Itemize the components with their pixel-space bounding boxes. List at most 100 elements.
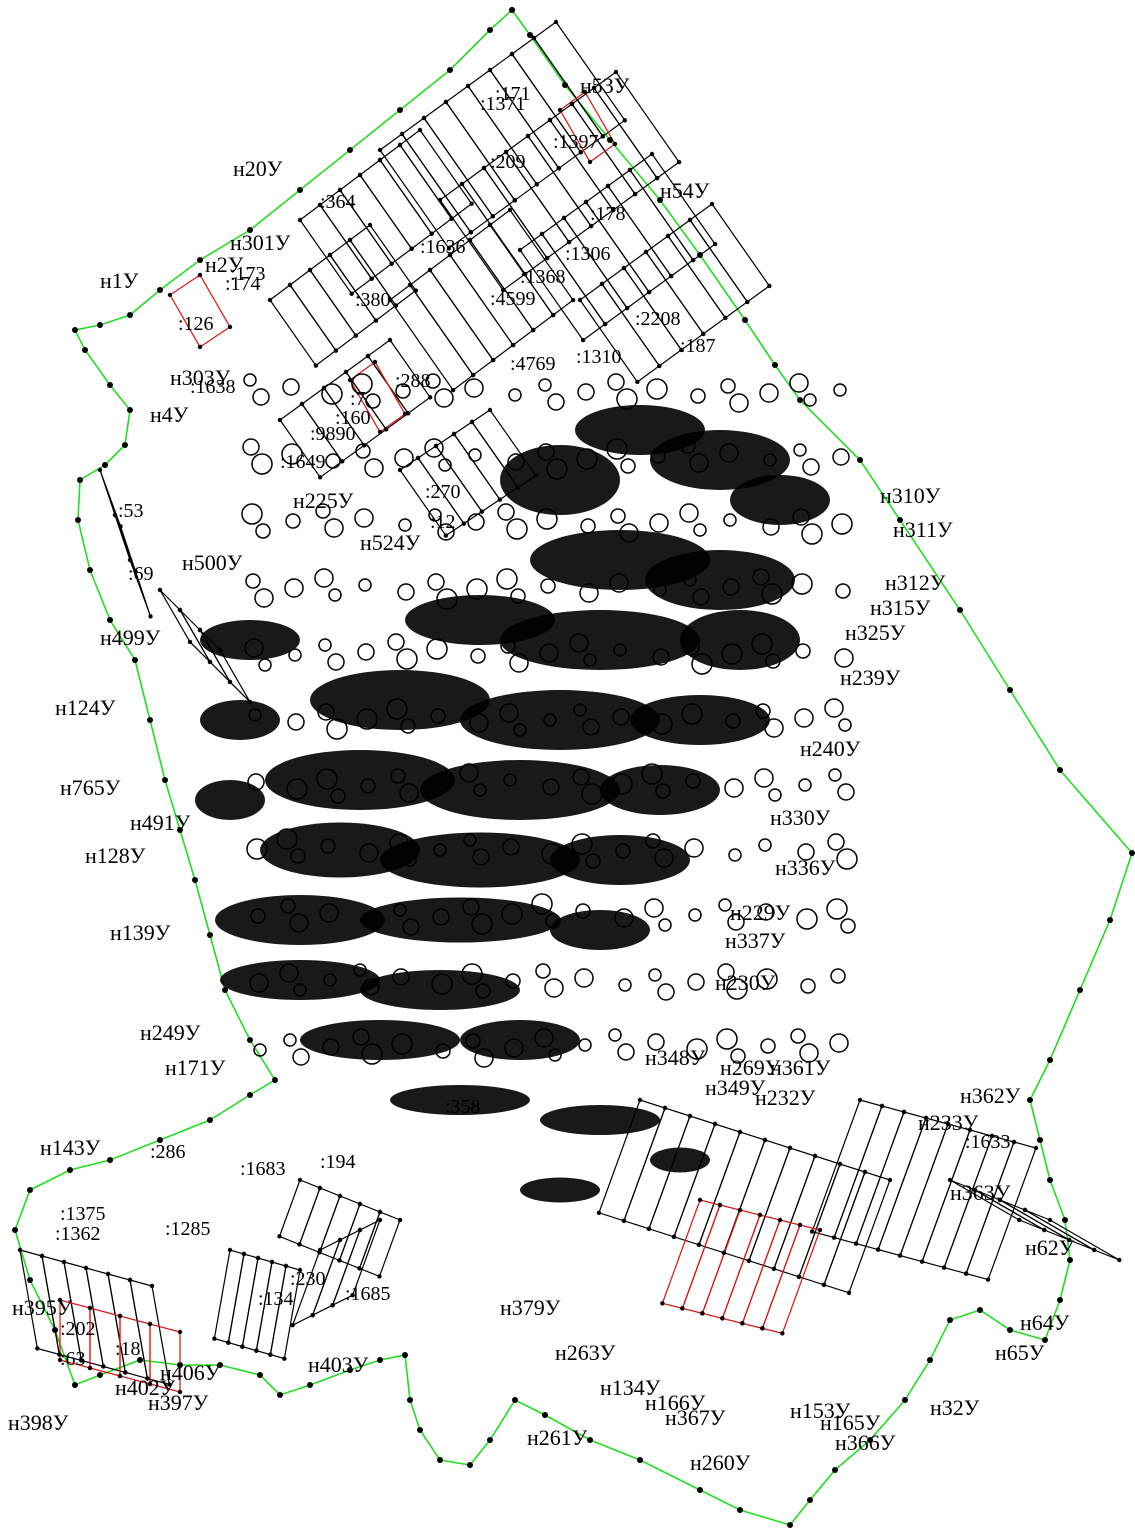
- parcel-label: :1638: [190, 376, 236, 398]
- point-marker: [534, 1028, 554, 1048]
- point-marker: [435, 1043, 451, 1059]
- parcel-label: н139У: [110, 920, 171, 945]
- parcel-point: [539, 231, 545, 237]
- point-marker: [392, 968, 410, 986]
- point-marker: [539, 643, 559, 663]
- point-marker: [827, 833, 845, 851]
- parcel-point: [247, 699, 253, 705]
- boundary-point: [437, 1457, 443, 1463]
- parcel-label: н153У: [790, 1398, 851, 1423]
- parcel-point: [490, 214, 496, 219]
- point-marker: [365, 393, 381, 409]
- parcel-point: [697, 1197, 703, 1203]
- point-marker: [287, 713, 305, 731]
- point-marker: [513, 723, 527, 737]
- boundary-point: [27, 1187, 33, 1193]
- parcel-label: :178: [590, 203, 626, 225]
- parcel-point: [690, 257, 696, 263]
- boundary-point: [797, 397, 803, 403]
- parcel-point: [307, 267, 313, 273]
- parcel-label: :270: [425, 481, 461, 503]
- point-marker: [424, 438, 444, 458]
- boundary-point: [272, 1077, 278, 1083]
- point-marker: [353, 963, 367, 977]
- parcel-label: :380: [355, 289, 391, 311]
- point-marker: [646, 378, 668, 400]
- parcel-label: н240У: [800, 736, 861, 761]
- point-marker: [789, 373, 809, 393]
- parcel-point: [533, 473, 539, 478]
- point-marker: [508, 388, 522, 402]
- point-marker: [249, 973, 269, 993]
- point-marker: [464, 378, 484, 398]
- parcel-point: [580, 337, 586, 343]
- point-marker: [760, 1038, 776, 1054]
- parcel-point: [757, 1212, 763, 1218]
- parcel-point: [470, 372, 476, 378]
- parcel-point: [643, 249, 649, 255]
- point-marker: [319, 903, 339, 923]
- parcel-point: [637, 1097, 643, 1103]
- parcel-point: [226, 1340, 231, 1345]
- point-marker: [718, 898, 732, 912]
- parcel-point: [469, 201, 474, 206]
- parcel-point: [387, 297, 393, 303]
- point-marker: [612, 708, 630, 726]
- parcel-point: [389, 261, 394, 266]
- point-marker: [360, 778, 376, 794]
- dense-cluster: [215, 895, 385, 945]
- point-marker: [326, 718, 348, 740]
- point-marker: [390, 768, 406, 784]
- parcel-label: н406У: [160, 1360, 221, 1385]
- parcel-label: н165У: [820, 1410, 881, 1435]
- point-marker: [835, 583, 851, 599]
- point-marker: [545, 913, 561, 929]
- point-marker: [248, 708, 262, 722]
- point-marker: [322, 1038, 340, 1056]
- parcel-label: н62У: [1025, 1235, 1075, 1260]
- point-marker: [689, 453, 709, 473]
- parcel-point: [297, 1242, 302, 1247]
- parcel-point: [57, 1352, 62, 1357]
- parcel: [833, 1105, 905, 1245]
- point-marker: [507, 453, 525, 471]
- point-marker: [680, 438, 696, 454]
- point-marker: [433, 843, 447, 857]
- boundary-point: [127, 407, 133, 413]
- parcel-point: [941, 1265, 947, 1270]
- point-marker: [321, 383, 343, 405]
- parcel-point: [709, 201, 715, 207]
- parcel: [461, 167, 548, 275]
- point-marker: [579, 583, 599, 603]
- boundary-point: [1129, 850, 1135, 856]
- point-marker: [754, 768, 774, 788]
- parcel-label: :12: [430, 511, 456, 533]
- parcel-point: [846, 1290, 852, 1295]
- parcel-point: [490, 357, 496, 363]
- parcel-label: н249У: [140, 1020, 201, 1045]
- parcel-point: [365, 353, 371, 359]
- parcel-point: [449, 216, 454, 221]
- point-marker: [585, 853, 601, 869]
- parcel: [409, 269, 494, 376]
- parcel-label: :174: [225, 273, 261, 295]
- parcel-point: [487, 67, 493, 73]
- boundary-point: [1067, 1257, 1073, 1263]
- point-marker: [611, 773, 633, 795]
- point-marker: [799, 1043, 819, 1063]
- point-marker: [403, 853, 417, 867]
- parcel-point: [167, 292, 173, 298]
- parcel-label: н315У: [870, 595, 931, 620]
- boundary-point: [697, 252, 703, 258]
- point-marker: [463, 833, 477, 847]
- parcel-point: [339, 459, 345, 464]
- boundary-point: [127, 312, 133, 318]
- point-marker: [692, 588, 710, 606]
- point-marker: [730, 1048, 746, 1064]
- boundary-point: [257, 1372, 263, 1378]
- point-marker: [426, 638, 448, 660]
- point-marker: [354, 508, 374, 528]
- point-marker: [721, 643, 743, 665]
- parcel-point: [649, 151, 655, 157]
- parcel-label: :1285: [165, 1218, 211, 1240]
